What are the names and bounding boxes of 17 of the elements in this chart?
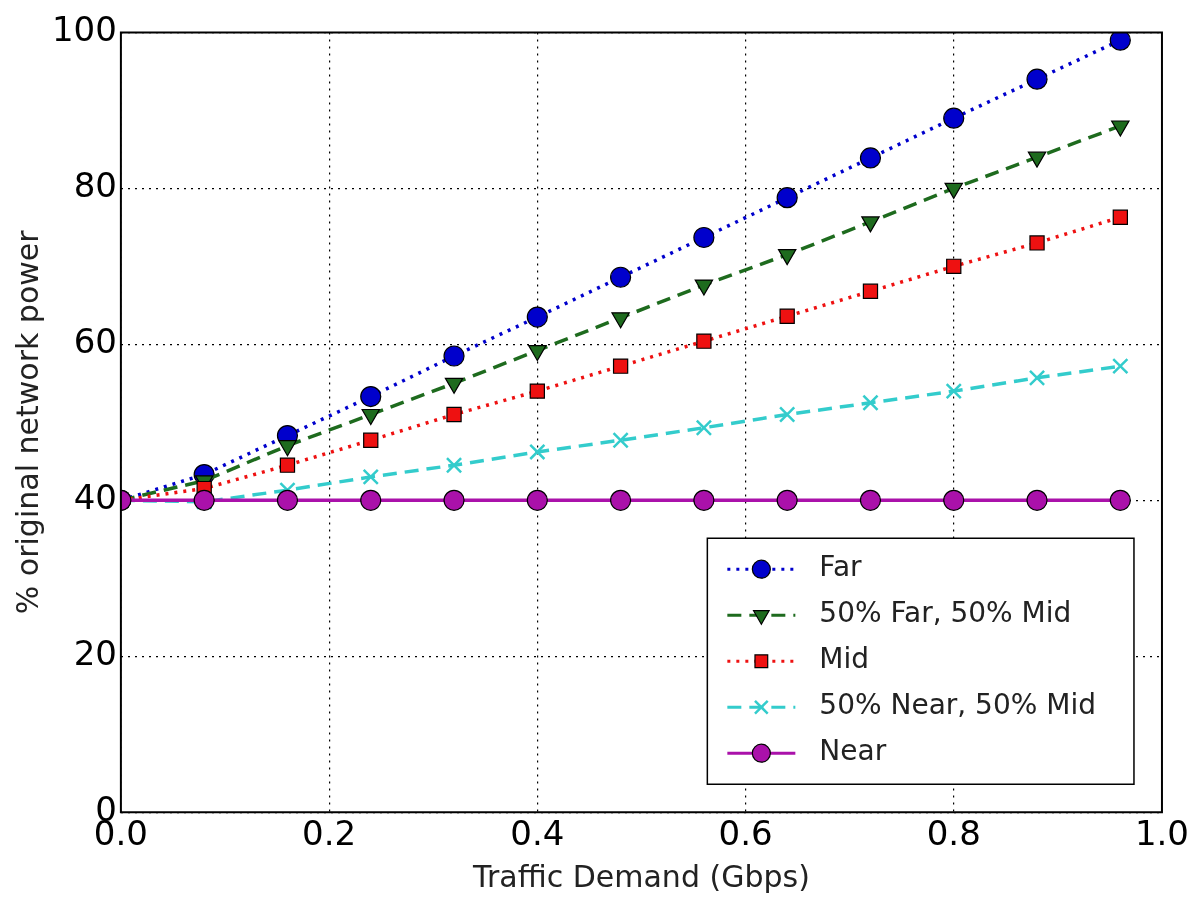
legend-label: Mid: [819, 642, 870, 676]
legend-label: 50% Far, 50% Mid: [819, 596, 1072, 630]
y-axis-title: % original network power: [9, 229, 45, 615]
y-tick-label: 60: [73, 321, 117, 362]
x-tick-label: 0.2: [302, 813, 357, 854]
x-axis-title: Traffic Demand (Gbps): [472, 858, 810, 894]
x-tick-label: 0.6: [718, 813, 773, 854]
y-tick-label: 40: [73, 477, 117, 518]
y-tick-label: 20: [73, 633, 117, 674]
y-tick-label: 80: [73, 165, 117, 206]
x-tick-label: 0.4: [510, 813, 565, 854]
y-tick-label: 100: [51, 9, 117, 50]
legend-label: Near: [819, 734, 887, 768]
legend-label: 50% Near, 50% Mid: [819, 688, 1096, 722]
legend-label: Far: [819, 550, 863, 584]
x-tick-label: 1.0: [1134, 813, 1189, 854]
x-tick-label: 0.8: [926, 813, 981, 854]
